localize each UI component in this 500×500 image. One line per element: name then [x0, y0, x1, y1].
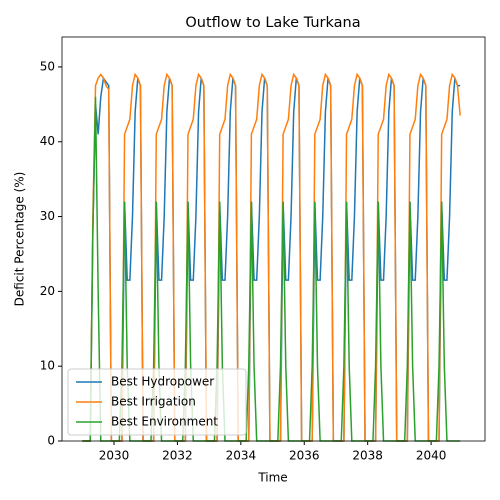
x-tick-label: 2030	[99, 449, 130, 463]
x-axis-label: Time	[257, 471, 287, 485]
y-tick-label: 10	[40, 359, 55, 373]
x-tick-label: 2038	[352, 449, 383, 463]
legend-label: Best Environment	[111, 415, 218, 429]
legend-label: Best Hydropower	[111, 375, 214, 389]
x-tick-label: 2034	[226, 449, 257, 463]
x-tick-label: 2036	[289, 449, 320, 463]
plot-frame	[61, 36, 486, 442]
x-tick-label: 2040	[416, 449, 447, 463]
x-tick-label: 2032	[162, 449, 193, 463]
legend-label: Best Irrigation	[111, 395, 196, 409]
y-tick-label: 20	[40, 284, 55, 298]
chart-title: Outflow to Lake Turkana	[185, 15, 360, 31]
y-axis-label: Deficit Percentage (%)	[13, 172, 27, 307]
y-tick-label: 0	[47, 434, 55, 448]
legend-box	[67, 368, 247, 436]
y-tick-label: 40	[40, 134, 55, 148]
legend: Best Hydropower Best Irrigation Best Envir…	[67, 368, 247, 436]
y-tick-label: 50	[40, 59, 55, 73]
y-tick-label: 30	[40, 209, 55, 223]
